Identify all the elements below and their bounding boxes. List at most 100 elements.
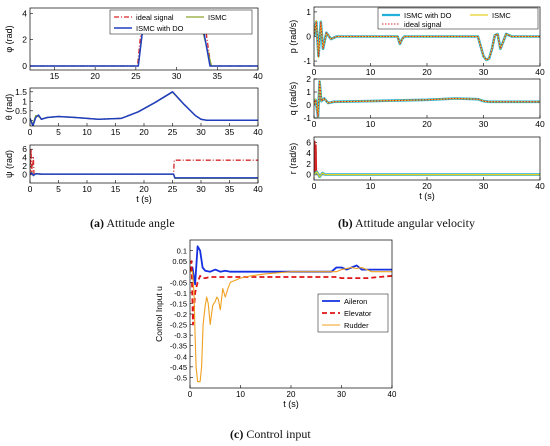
y-tick-label: 2 xyxy=(22,35,27,45)
axes-frame xyxy=(29,7,259,71)
legend-label: ideal signal xyxy=(136,13,174,22)
legend-label: Elevator xyxy=(344,309,372,318)
x-tick-label: 40 xyxy=(253,71,263,81)
series-line-ideal-signal xyxy=(30,148,258,176)
x-tick-label: 0 xyxy=(312,119,317,129)
y-tick-label: -1 xyxy=(303,113,311,123)
x-tick-label: 10 xyxy=(366,181,376,191)
y-tick-label: 1.5 xyxy=(15,87,27,97)
series-line-aileron xyxy=(190,245,392,286)
x-tick-label: 20 xyxy=(139,184,149,194)
y-tick-label: -1 xyxy=(303,56,311,66)
legend-box xyxy=(109,9,253,35)
x-tick-label: 5 xyxy=(56,127,61,137)
x-tick-label: 30 xyxy=(337,390,346,399)
chart-phi: 15 20 25 30 35 40 0 2 4 φ (rad) ideal signal ISMC IS… xyxy=(4,7,263,81)
legend-label: ISMC with DO xyxy=(404,11,452,20)
axes-frame xyxy=(313,78,541,119)
y-axis-label: r (rad/s) xyxy=(288,143,298,175)
chart-u: 0 10 20 30 40 -0.5-0.45 -0.4-0.35 -0.3-0.25 -0.2… xyxy=(154,239,397,409)
x-tick-label: 30 xyxy=(479,181,489,191)
x-tick-label: 40 xyxy=(253,127,263,137)
x-tick-label: 0 xyxy=(28,184,33,194)
legend-label: Aileron xyxy=(344,297,367,306)
x-tick-label: 30 xyxy=(196,127,206,137)
x-tick-label: 15 xyxy=(50,71,60,81)
x-tick-label: 35 xyxy=(225,127,235,137)
y-tick-label: -0.15 xyxy=(170,299,187,308)
y-tick-label: -0.1 xyxy=(174,289,187,298)
y-tick-label: -0.2 xyxy=(174,310,187,319)
legend-label: ISMC xyxy=(208,13,227,22)
y-tick-label: 0 xyxy=(22,170,27,180)
y-tick-label: 6 xyxy=(22,144,27,154)
y-tick-label: 4 xyxy=(22,153,27,163)
y-tick-label: 0 xyxy=(183,268,187,277)
x-tick-label: 40 xyxy=(388,390,397,399)
y-tick-label: 6 xyxy=(306,137,311,147)
x-tick-label: 40 xyxy=(535,119,545,129)
x-tick-label: 10 xyxy=(236,390,245,399)
series-group xyxy=(314,80,540,118)
x-tick-label: 20 xyxy=(287,390,296,399)
y-tick-label: 0.05 xyxy=(172,257,187,266)
y-tick-label: 2 xyxy=(306,74,311,84)
x-tick-label: 30 xyxy=(479,67,489,77)
y-axis-label: ψ (rad) xyxy=(4,150,14,178)
x-tick-label: 0 xyxy=(188,390,193,399)
x-tick-label: 20 xyxy=(422,119,432,129)
y-tick-label: 1 xyxy=(306,87,311,97)
legend: ideal signal ISMC ISMC with DO xyxy=(109,9,253,35)
legend-label: Rudder xyxy=(344,321,369,330)
y-tick-label: -0.3 xyxy=(174,331,187,340)
series-group xyxy=(314,140,540,179)
y-tick-label: 0 xyxy=(306,32,311,42)
x-tick-label: 15 xyxy=(111,127,121,137)
y-tick-label: 0.5 xyxy=(15,106,27,116)
series-group xyxy=(30,91,258,126)
axes-frame xyxy=(313,6,541,67)
axes-frame xyxy=(29,144,259,184)
y-tick-label: -0.05 xyxy=(170,278,187,287)
x-tick-label: 40 xyxy=(253,184,263,194)
x-tick-label: 20 xyxy=(90,71,100,81)
y-tick-label: 1 xyxy=(306,7,311,17)
x-tick-label: 35 xyxy=(225,184,235,194)
y-axis-label: Control Input u xyxy=(154,286,164,342)
y-axis-label: φ (rad) xyxy=(4,25,14,52)
x-tick-label: 30 xyxy=(479,119,489,129)
x-tick-label: 25 xyxy=(168,184,178,194)
x-tick-label: 25 xyxy=(131,71,141,81)
x-tick-label: 0 xyxy=(312,67,317,77)
axes-frame xyxy=(189,239,393,389)
y-tick-label: -0.5 xyxy=(174,373,187,382)
y-tick-label: 0 xyxy=(306,100,311,110)
series-line-rudder xyxy=(190,266,392,383)
y-tick-label: 2 xyxy=(306,159,311,169)
y-tick-label: 4 xyxy=(306,148,311,158)
x-tick-label: 0 xyxy=(28,127,33,137)
legend-label: ISMC with DO xyxy=(136,24,184,33)
x-tick-label: 20 xyxy=(422,181,432,191)
x-tick-label: 15 xyxy=(111,184,121,194)
x-tick-label: 25 xyxy=(168,127,178,137)
x-tick-label: 30 xyxy=(196,184,206,194)
axes-frame xyxy=(313,136,541,181)
y-tick-label: 0 xyxy=(22,61,27,71)
plot-area xyxy=(314,137,540,180)
x-tick-label: 20 xyxy=(139,127,149,137)
y-tick-label: 0.1 xyxy=(177,247,187,256)
x-tick-label: 40 xyxy=(535,67,545,77)
y-axis-label: q (rad/s) xyxy=(288,82,298,116)
series-line-ismc-with-do xyxy=(30,91,258,126)
caption-a: (a) Attitude angle xyxy=(90,216,175,230)
series-group xyxy=(190,245,392,383)
series-line-ideal-signal xyxy=(314,21,540,61)
series-group xyxy=(314,19,540,62)
x-tick-label: 30 xyxy=(172,71,182,81)
series-line-ideal-signal xyxy=(314,81,540,118)
x-tick-label: 10 xyxy=(366,67,376,77)
